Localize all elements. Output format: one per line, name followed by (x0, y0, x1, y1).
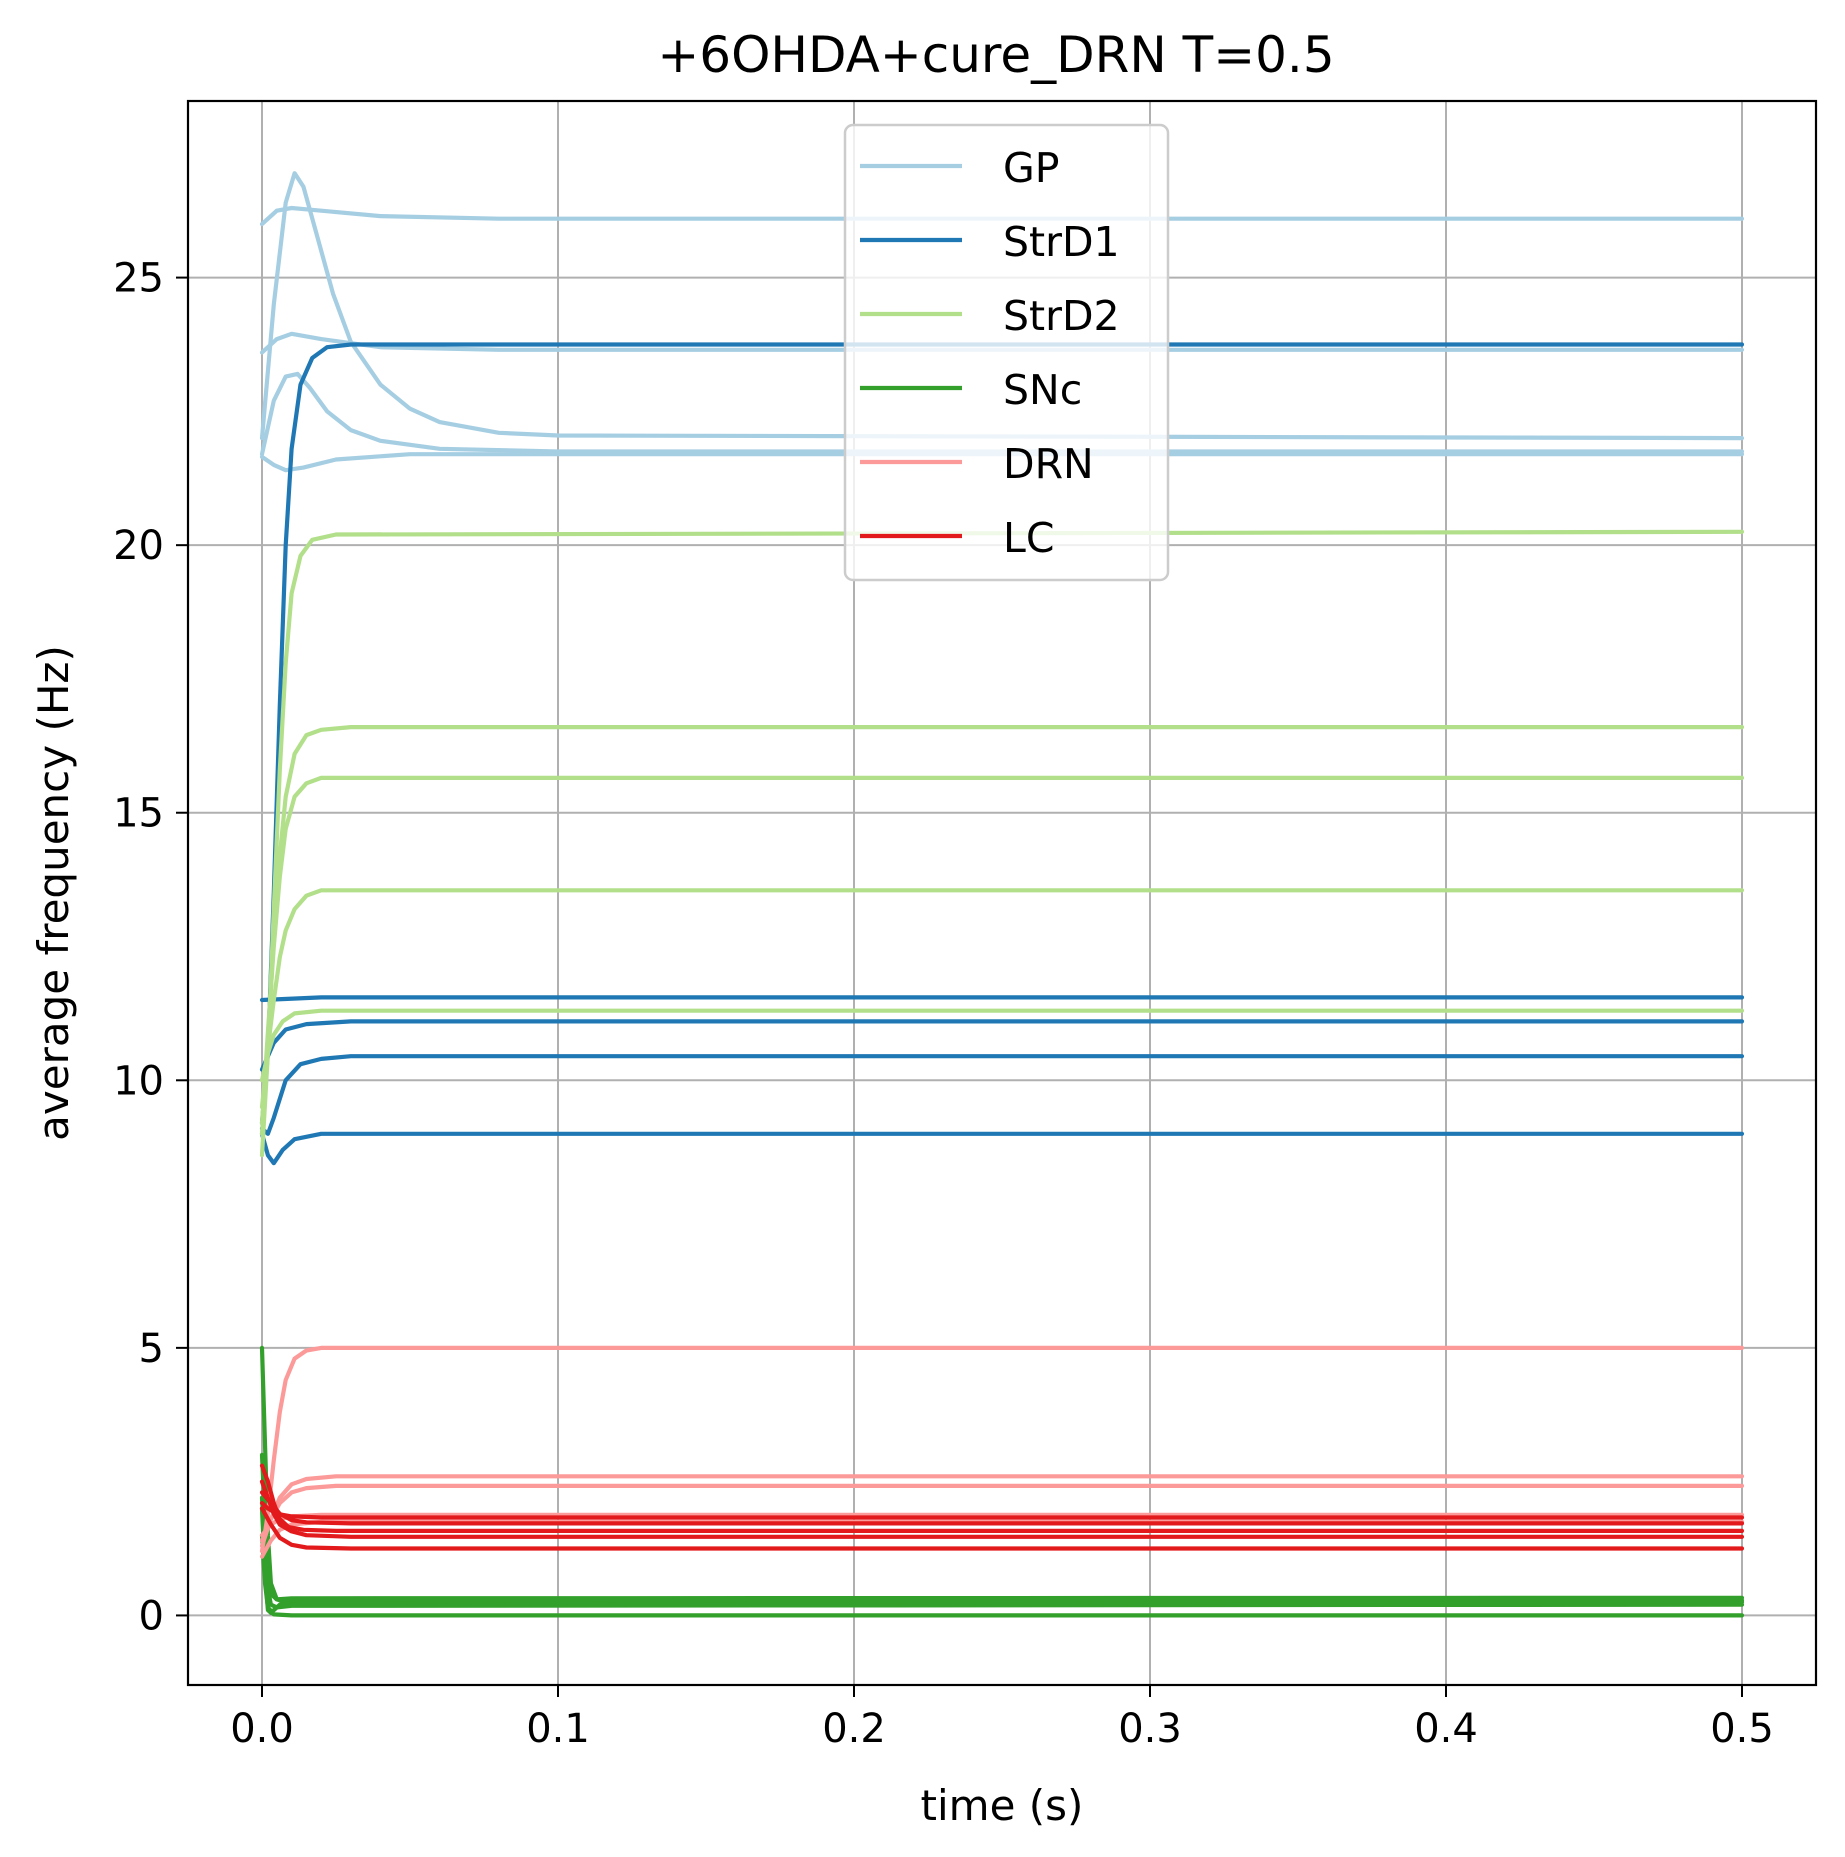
series-line (259, 775, 1745, 1126)
legend: GP StrD1 StrD2 SNc DRN LC (843, 123, 1170, 582)
series-lc (259, 1463, 1745, 1551)
y-tick-label: 10 (113, 1058, 164, 1104)
x-tick-label: 0.0 (230, 1706, 294, 1752)
series-line (259, 888, 1745, 1110)
y-tick-label: 15 (113, 791, 164, 837)
series-line (259, 1501, 1745, 1520)
series-line (259, 1490, 1745, 1526)
x-tick-label: 0.3 (1118, 1706, 1182, 1752)
x-axis-ticks: 0.0 0.1 0.2 0.3 0.4 0.5 (230, 1685, 1774, 1752)
legend-label: StrD2 (1003, 292, 1120, 340)
series-strd2 (259, 529, 1745, 1158)
legend-label: GP (1003, 144, 1060, 192)
series-line (259, 1463, 1745, 1533)
legend-label: DRN (1003, 440, 1094, 488)
y-tick-label: 0 (139, 1593, 164, 1639)
series-line (259, 1008, 1745, 1083)
legend-box (843, 123, 1170, 582)
series-line (259, 371, 1745, 457)
series-line (259, 331, 1745, 355)
series-line (259, 995, 1745, 1003)
plot-frame (186, 99, 1818, 1687)
x-axis-label: time (s) (921, 1781, 1084, 1830)
y-tick-label: 25 (113, 256, 164, 302)
chart-title: +6OHDA+cure_DRN T=0.5 (657, 26, 1334, 84)
x-tick-label: 0.4 (1414, 1706, 1478, 1752)
x-tick-label: 0.1 (526, 1706, 590, 1752)
series-line (259, 1533, 1745, 1618)
series-line (259, 171, 1745, 441)
series-line (259, 1506, 1745, 1551)
series-gp (259, 171, 1745, 473)
x-tick-label: 0.2 (822, 1706, 886, 1752)
series-line (259, 1483, 1745, 1543)
series-line (259, 205, 1745, 227)
legend-label: StrD1 (1003, 218, 1120, 266)
plot-lines (259, 171, 1745, 1618)
series-line (259, 1054, 1745, 1136)
y-tick-label: 20 (113, 523, 164, 569)
y-tick-label: 5 (139, 1326, 164, 1372)
legend-label: SNc (1003, 366, 1082, 414)
legend-label: LC (1003, 514, 1054, 562)
x-tick-label: 0.5 (1710, 1706, 1774, 1752)
series-line (259, 452, 1745, 473)
y-axis-ticks: 0 5 10 15 20 25 (113, 256, 188, 1639)
series-line (259, 1131, 1745, 1166)
y-axis-label: average frequency (Hz) (29, 645, 78, 1141)
